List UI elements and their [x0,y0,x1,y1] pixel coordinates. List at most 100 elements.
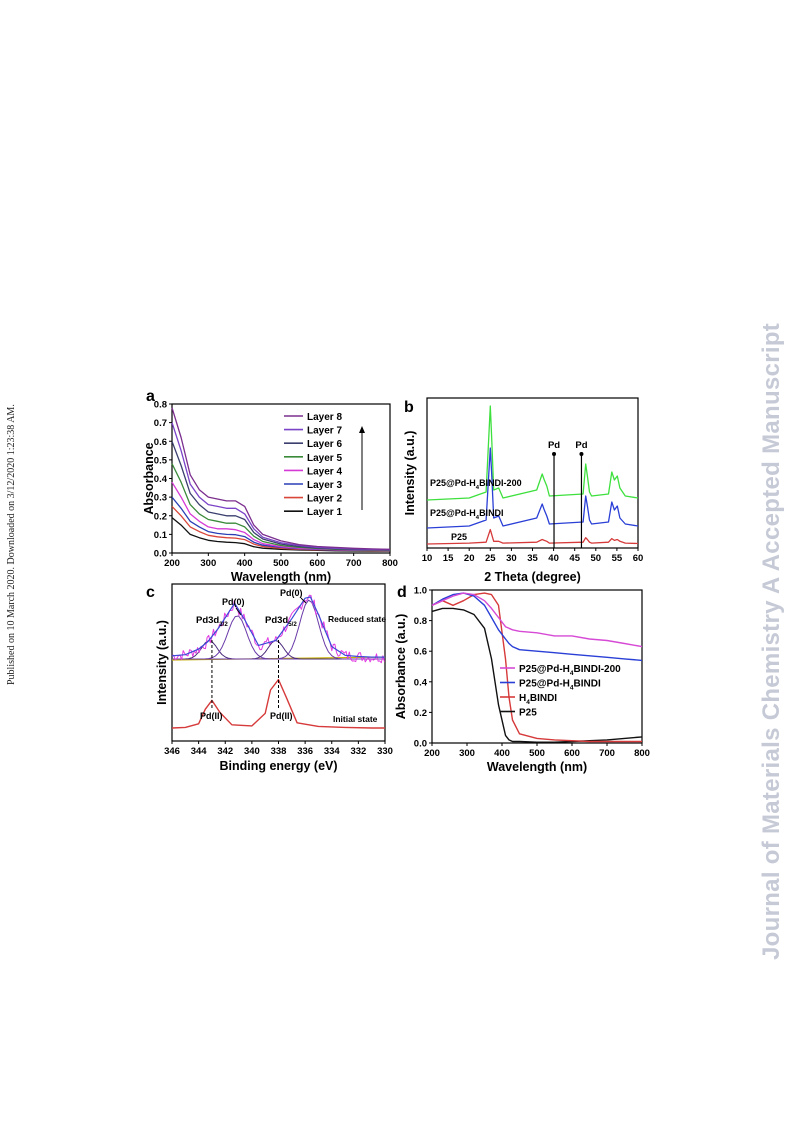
panel-a-series-line [171,422,391,551]
panel-b-series-line [426,528,639,545]
panel-d-letter: d [397,584,407,601]
panel-a-legend-label: Layer 4 [307,466,342,477]
panel-b-pd-marker-label: Pd [548,440,560,451]
panel-a-legend-label: Layer 6 [307,439,342,450]
panel-d-xlabel: Wavelength (nm) [487,760,587,774]
panel-b-series-label: P25@Pd-H4BINDI-200 [430,478,522,491]
panel-b-xtick-label: 15 [443,553,454,564]
panel-b-pd-marker-label: Pd [575,440,587,451]
panel-d-ytick-label: 0.0 [414,739,427,750]
panel-d-xtick-label: 500 [529,748,545,759]
panel-a-xtick-label: 200 [164,558,180,569]
panel-b-series-line [426,405,639,501]
panel-a-legend-label: Layer 5 [307,453,342,464]
panel-d-legend-label: P25@Pd-H4BINDI [519,679,601,692]
panel-d-xtick-label: 800 [634,748,650,759]
panel-d-xtick-label: 200 [424,748,440,759]
panel-b-xlabel: 2 Theta (degree) [484,570,581,584]
panel-b-pd-marker-dot [552,452,557,456]
panel-a-ytick-label: 0.7 [154,418,167,429]
panel-b-series-label: P25@Pd-H4BINDI [430,508,504,521]
panel-c-xtick-label: 344 [191,746,208,757]
panel-b-xtick-label: 25 [485,553,496,564]
panel-b-pd-marker-dot [579,452,584,456]
panel-b-xtick-label: 20 [464,553,475,564]
panel-a-legend-label: Layer 7 [307,426,342,437]
panel-a-series-line [171,463,391,551]
panel-c-xtick-label: 332 [350,746,366,757]
panel-d-ytick-label: 0.2 [414,708,427,719]
panel-d-series-line [431,592,643,648]
panel-b-xtick-label: 10 [422,553,433,564]
panel-a-series-line [171,481,391,552]
panel-a-frame [171,403,391,554]
panel-c-pd0-right-pointer [300,597,307,604]
panel-b-xtick-label: 35 [527,553,538,564]
panel-c-pd0-left-label: Pd(0) [222,597,245,607]
panel-d-legend-label: P25@Pd-H4BINDI-200 [519,664,621,677]
panel-a-legend-label: Layer 8 [307,412,342,423]
panel-c-reduced-envelope [171,596,385,658]
panel-c-xtick-label: 346 [164,746,180,757]
panel-c-pd0-left-pointer [235,607,242,616]
panel-d-xtick-label: 600 [564,748,580,759]
panel-a-series-line [171,407,391,550]
panel-c-pd0-right-label: Pd(0) [280,588,303,598]
panel-c-letter: c [146,584,155,601]
panel-b-xtick-label: 60 [633,553,644,564]
panel-c-pdii-right-label: Pd(II) [270,711,293,721]
panel-b-xtick-label: 50 [591,553,602,564]
panel-b-frame [426,397,639,549]
panel-a-xtick-label: 300 [200,558,216,569]
panel-c-xtick-label: 342 [217,746,233,757]
panel-d-ytick-label: 0.4 [414,677,428,688]
panel-a-ytick-label: 0.6 [154,437,167,448]
panel-a-legend-label: Layer 3 [307,480,342,491]
panel-b-series-label: P25 [451,532,467,542]
panel-a-legend-label: Layer 1 [307,507,342,518]
panel-c-reduced-label: Reduced state [328,614,386,624]
panel-c-xtick-label: 338 [271,746,287,757]
panel-a-legend-label: Layer 2 [307,494,342,505]
panel-d-legend-label: P25 [519,708,537,719]
panel-c-fit-peak [172,599,385,660]
panel-a-xtick-label: 800 [382,558,398,569]
panel-a-ytick-label: 0.8 [154,400,167,411]
panel-a-ytick-label: 0.2 [154,511,167,522]
panel-b-xtick-label: 40 [548,553,559,564]
panel-d-legend-label: H4BINDI [519,693,557,706]
panel-b-xtick-label: 45 [569,553,580,564]
panel-d-xtick-label: 400 [494,748,510,759]
panel-b-letter: b [404,399,414,416]
panel-d-ytick-label: 0.6 [414,647,427,658]
panel-a-xtick-label: 700 [346,558,362,569]
panel-c-pd3d52-label: Pd3d5/2 [265,615,297,628]
panel-d-ytick-label: 1.0 [414,586,427,597]
panel-a-ytick-label: 0.1 [154,530,168,541]
panel-a-ytick-label: 0.4 [154,474,168,485]
panel-a-ytick-label: 0.3 [154,493,167,504]
panel-a-xlabel: Wavelength (nm) [231,570,331,584]
panel-a-xtick-label: 600 [309,558,325,569]
panel-c-initial-label: Initial state [333,714,378,724]
panel-b-series-line [426,447,639,529]
panel-d-xtick-label: 300 [459,748,475,759]
panel-c-xtick-label: 330 [377,746,393,757]
panel-c-xtick-label: 334 [324,746,341,757]
panel-c-xlabel: Binding energy (eV) [219,759,337,773]
panel-d-series-line [431,607,643,743]
panel-b-xtick-label: 55 [612,553,623,564]
panel-c-xtick-label: 340 [244,746,260,757]
panel-d-xtick-label: 700 [599,748,615,759]
panel-c-pd3d32-label: Pd3d3/2 [196,615,228,628]
panel-b-ylabel: Intensity (a.u.) [403,431,417,516]
panel-b-xtick-label: 30 [506,553,517,564]
panel-a-xtick-label: 500 [273,558,289,569]
panel-d-ytick-label: 0.8 [414,616,427,627]
panel-a-trend-arrowhead [359,426,365,433]
panel-a-xtick-label: 400 [237,558,253,569]
panel-a-ytick-label: 0.5 [154,455,168,466]
panel-c-initial-state-line [171,678,385,729]
panel-d-ylabel: Absorbance (a.u.) [394,614,408,720]
